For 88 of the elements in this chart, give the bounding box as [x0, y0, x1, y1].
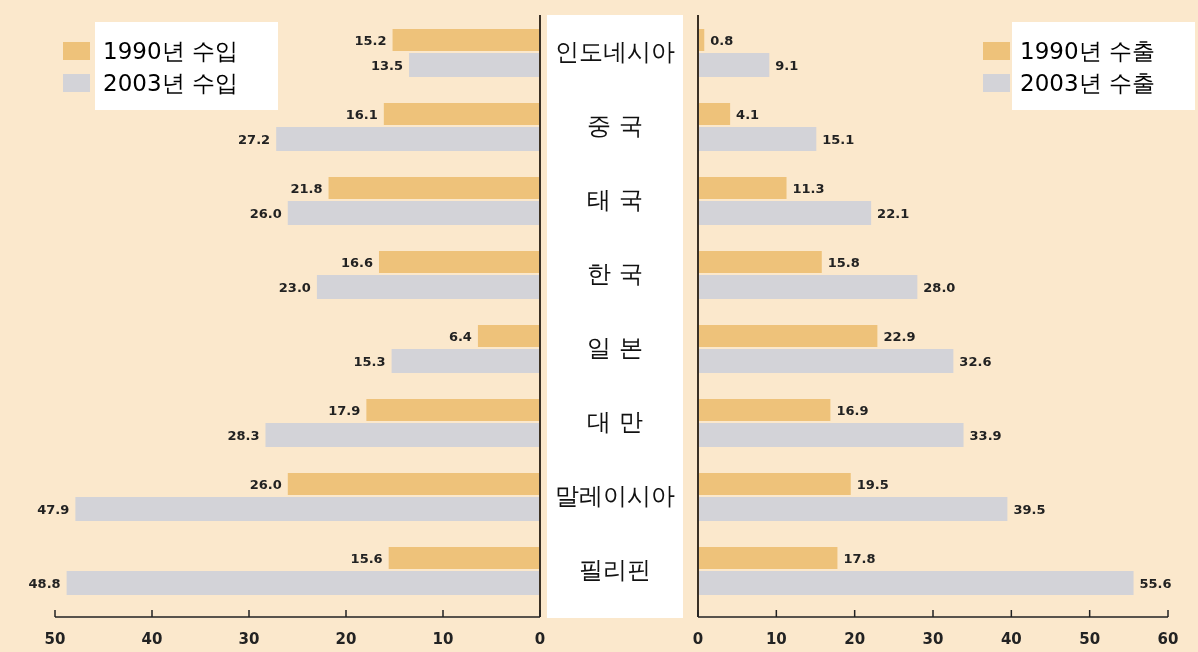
data-label: 48.8: [28, 576, 61, 591]
bar: [287, 473, 540, 495]
y-tick-label: 말레이시아: [555, 482, 675, 510]
bar: [698, 571, 1134, 595]
bar: [698, 251, 822, 273]
x-tick-label: 30: [922, 630, 944, 648]
bar: [698, 53, 770, 77]
data-label: 6.4: [448, 329, 472, 344]
bar: [75, 497, 540, 521]
data-label: 15.8: [827, 255, 860, 270]
bar: [698, 349, 954, 373]
data-label: 39.5: [1013, 502, 1046, 517]
x-tick-label: 40: [1000, 630, 1022, 648]
y-tick-label: 중 국: [587, 112, 643, 140]
legend-label: 2003년 수출: [1020, 70, 1155, 96]
bar: [477, 325, 540, 347]
bar: [276, 127, 540, 151]
x-tick-label: 0: [534, 630, 546, 648]
bar: [698, 325, 878, 347]
data-label: 22.1: [877, 206, 910, 221]
y-tick-label: 한 국: [587, 260, 643, 288]
data-label: 22.9: [883, 329, 916, 344]
data-label: 16.9: [836, 403, 869, 418]
y-tick-label: 일 본: [587, 334, 643, 362]
bar: [388, 547, 540, 569]
bar: [698, 423, 964, 447]
bar: [66, 571, 540, 595]
bar: [698, 275, 918, 299]
bar: [392, 29, 540, 51]
data-label: 0.8: [710, 33, 734, 48]
bar: [316, 275, 540, 299]
bar: [265, 423, 540, 447]
bar: [698, 547, 838, 569]
y-tick-label: 태 국: [587, 186, 643, 214]
bar: [698, 201, 872, 225]
bar: [383, 103, 540, 125]
bar: [698, 103, 731, 125]
bar: [391, 349, 540, 373]
bar: [366, 399, 540, 421]
x-tick-label: 20: [844, 630, 866, 648]
bar: [698, 473, 851, 495]
bar: [287, 201, 540, 225]
bar: [378, 251, 540, 273]
bar: [698, 399, 831, 421]
x-tick-label: 10: [432, 630, 454, 648]
data-label: 47.9: [37, 502, 70, 517]
data-label: 9.1: [775, 58, 799, 73]
data-label: 28.0: [923, 280, 956, 295]
data-label: 11.3: [792, 181, 825, 196]
data-label: 4.1: [736, 107, 760, 122]
bar: [698, 177, 787, 199]
x-tick-label: 30: [238, 630, 260, 648]
x-tick-label: 40: [141, 630, 163, 648]
data-label: 17.8: [843, 551, 876, 566]
x-tick-label: 50: [1079, 630, 1101, 648]
data-label: 28.3: [227, 428, 260, 443]
data-label: 21.8: [290, 181, 323, 196]
bar: [409, 53, 540, 77]
y-tick-label: 인도네시아: [555, 38, 675, 66]
data-label: 55.6: [1139, 576, 1172, 591]
x-tick-label: 60: [1157, 630, 1179, 648]
data-label: 26.0: [249, 477, 282, 492]
data-label: 13.5: [370, 58, 404, 73]
data-label: 15.2: [354, 33, 387, 48]
bar: [698, 127, 817, 151]
data-label: 16.6: [340, 255, 373, 270]
legend-label: 1990년 수출: [1020, 38, 1155, 64]
data-label: 33.9: [969, 428, 1002, 443]
x-tick-label: 50: [44, 630, 66, 648]
data-label: 27.2: [238, 132, 271, 147]
y-tick-label: 필리핀: [579, 556, 651, 584]
data-label: 19.5: [856, 477, 889, 492]
bar: [328, 177, 540, 199]
y-tick-label: 대 만: [587, 408, 643, 436]
data-label: 15.1: [822, 132, 855, 147]
legend-label: 1990년 수입: [103, 38, 238, 64]
data-label: 17.9: [328, 403, 361, 418]
data-label: 16.1: [345, 107, 378, 122]
x-tick-label: 0: [692, 630, 704, 648]
data-label: 15.6: [350, 551, 383, 566]
data-label: 32.6: [959, 354, 992, 369]
x-tick-label: 20: [335, 630, 357, 648]
data-label: 26.0: [249, 206, 282, 221]
data-label: 15.3: [353, 354, 386, 369]
x-tick-label: 10: [765, 630, 787, 648]
legend-label: 2003년 수입: [103, 70, 238, 96]
bar: [698, 497, 1008, 521]
data-label: 23.0: [278, 280, 311, 295]
